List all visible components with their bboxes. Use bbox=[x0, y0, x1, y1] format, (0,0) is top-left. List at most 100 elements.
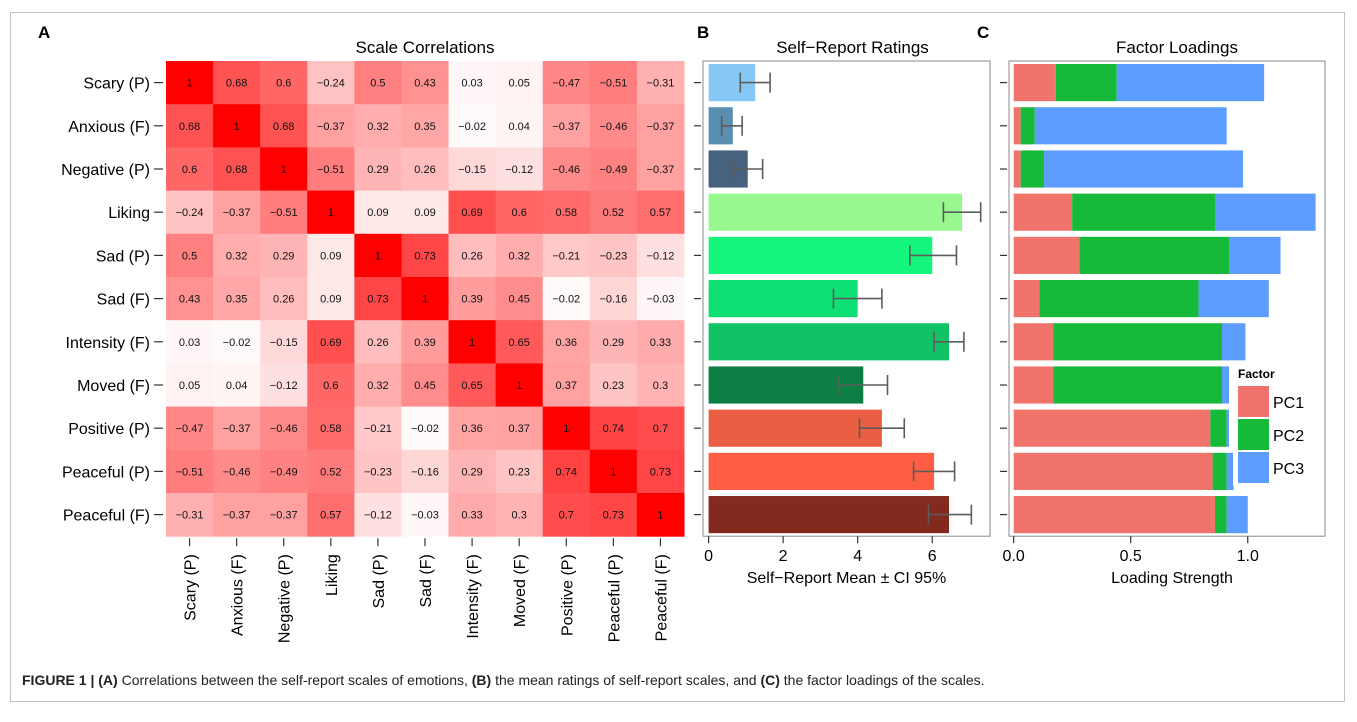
heatmap-row-label: Peaceful (P) bbox=[62, 464, 150, 481]
heatmap-cell bbox=[448, 61, 497, 105]
heatmap-cell bbox=[260, 320, 308, 364]
heatmap-cell-label: 1 bbox=[610, 466, 616, 478]
ratings-x-tick-label: 0 bbox=[704, 548, 713, 565]
heatmap-cell-label: −0.31 bbox=[176, 510, 204, 522]
heatmap-cell-label: 0.33 bbox=[650, 337, 671, 349]
heatmap-cell-label: −0.24 bbox=[176, 207, 204, 219]
heatmap-cell bbox=[307, 147, 355, 192]
heatmap-cell-label: 0.39 bbox=[414, 337, 435, 349]
heatmap-cell-label: 0.29 bbox=[273, 250, 294, 262]
heatmap-cell bbox=[495, 233, 544, 278]
heatmap-cell bbox=[401, 147, 450, 192]
heatmap-cell bbox=[448, 233, 497, 278]
heatmap-cell bbox=[307, 449, 355, 494]
heatmap-cell bbox=[495, 104, 544, 148]
heatmap-cell-label: 0.26 bbox=[273, 294, 294, 306]
heatmap-cell-label: −0.12 bbox=[270, 380, 298, 392]
figure-caption: FIGURE 1 | (A) Correlations between the … bbox=[22, 672, 1332, 688]
heatmap-cell-label: 0.69 bbox=[461, 207, 482, 219]
heatmap-cell bbox=[213, 406, 261, 451]
heatmap-cell-label: 0.45 bbox=[414, 380, 435, 392]
heatmap-cell-label: 0.32 bbox=[367, 380, 388, 392]
heatmap-col-label: Negative (P) bbox=[277, 554, 294, 643]
heatmap-cell-label: −0.12 bbox=[364, 510, 392, 522]
loadings-bar-pc2 bbox=[1214, 496, 1227, 534]
heatmap-row-label: Negative (P) bbox=[61, 162, 150, 179]
heatmap-cell-label: 0.36 bbox=[556, 337, 577, 349]
loadings-bar-pc1 bbox=[1013, 150, 1021, 188]
heatmap-cell bbox=[542, 190, 591, 235]
heatmap-cell bbox=[166, 320, 214, 364]
heatmap-cell bbox=[495, 320, 544, 364]
heatmap-cell-label: 0.26 bbox=[367, 337, 388, 349]
figure-border bbox=[10, 12, 1345, 702]
heatmap-cell-label: −0.51 bbox=[176, 466, 204, 478]
heatmap-cell bbox=[448, 320, 497, 364]
heatmap-col-label: Anxious (F) bbox=[230, 554, 247, 636]
heatmap-cell bbox=[542, 61, 591, 105]
heatmap-cell-label: −0.37 bbox=[223, 510, 251, 522]
heatmap-cell-label: 0.26 bbox=[461, 250, 482, 262]
heatmap-cell-label: 0.37 bbox=[556, 380, 577, 392]
heatmap-row-label: Positive (P) bbox=[68, 421, 150, 438]
loadings-x-tick-label: 0.5 bbox=[1120, 548, 1142, 565]
ratings-title: Self−Report Ratings bbox=[776, 38, 929, 57]
heatmap-cell-label: −0.49 bbox=[270, 466, 298, 478]
heatmap-cell bbox=[354, 449, 402, 494]
heatmap-cell-label: −0.37 bbox=[647, 121, 675, 133]
heatmap-cell-label: −0.24 bbox=[317, 78, 345, 90]
heatmap-cell bbox=[401, 449, 450, 494]
loadings-bar-pc1 bbox=[1013, 280, 1040, 318]
heatmap-cell bbox=[495, 147, 544, 192]
heatmap-cell-label: 0.5 bbox=[370, 78, 385, 90]
heatmap-cell-label: 1 bbox=[516, 380, 522, 392]
heatmap-cell bbox=[448, 493, 497, 537]
heatmap-cell-label: 0.52 bbox=[320, 466, 341, 478]
heatmap-cell-label: 0.04 bbox=[508, 121, 529, 133]
heatmap-cell bbox=[401, 233, 450, 278]
heatmap-cell bbox=[401, 61, 450, 105]
heatmap-cell-label: 0.74 bbox=[556, 466, 577, 478]
heatmap-cell-label: 0.65 bbox=[508, 337, 529, 349]
heatmap-row-label: Intensity (F) bbox=[66, 335, 150, 352]
heatmap-cell bbox=[166, 61, 214, 105]
heatmap-cell bbox=[166, 190, 214, 235]
loadings-bar-pc3 bbox=[1226, 496, 1248, 534]
heatmap-cell bbox=[213, 493, 261, 537]
heatmap-cell bbox=[495, 493, 544, 537]
heatmap-cell-label: −0.21 bbox=[552, 250, 580, 262]
heatmap-cell-label: 0.43 bbox=[179, 294, 200, 306]
heatmap-cell-label: 0.23 bbox=[508, 466, 529, 478]
loadings-bar-pc3 bbox=[1222, 323, 1246, 361]
heatmap-cell-label: −0.15 bbox=[458, 164, 486, 176]
heatmap-cell-label: 1 bbox=[563, 423, 569, 435]
loadings-bar-pc3 bbox=[1116, 64, 1265, 102]
heatmap-cell bbox=[166, 147, 214, 192]
heatmap-cell bbox=[166, 233, 214, 278]
heatmap-cell bbox=[401, 363, 450, 408]
ratings-bar bbox=[708, 366, 864, 404]
heatmap-cell bbox=[307, 320, 355, 364]
heatmap-col-label: Peaceful (F) bbox=[653, 554, 670, 641]
heatmap-cell bbox=[166, 449, 214, 494]
loadings-bar-pc1 bbox=[1013, 409, 1211, 447]
heatmap-cell bbox=[307, 104, 355, 148]
heatmap-cell-label: −0.49 bbox=[599, 164, 627, 176]
heatmap-cell-label: 0.32 bbox=[367, 121, 388, 133]
heatmap-col-label: Scary (P) bbox=[183, 554, 200, 621]
heatmap-cell bbox=[260, 277, 308, 321]
heatmap-cell-label: −0.37 bbox=[647, 164, 675, 176]
heatmap-cell-label: −0.46 bbox=[599, 121, 627, 133]
heatmap-col-label: Positive (P) bbox=[559, 554, 576, 636]
loadings-bar-pc3 bbox=[1214, 193, 1316, 231]
caption-tag-a: (A) bbox=[98, 672, 118, 688]
loadings-bar-pc2 bbox=[1055, 64, 1117, 102]
heatmap-cell bbox=[166, 363, 214, 408]
heatmap-cell-label: 0.5 bbox=[182, 250, 197, 262]
heatmap-cell-label: 0.39 bbox=[461, 294, 482, 306]
heatmap-cell bbox=[589, 320, 638, 364]
heatmap-cell-label: 0.32 bbox=[508, 250, 529, 262]
heatmap-cell bbox=[636, 277, 685, 321]
heatmap-cell-label: 1 bbox=[469, 337, 475, 349]
loadings-title: Factor Loadings bbox=[1116, 38, 1238, 57]
